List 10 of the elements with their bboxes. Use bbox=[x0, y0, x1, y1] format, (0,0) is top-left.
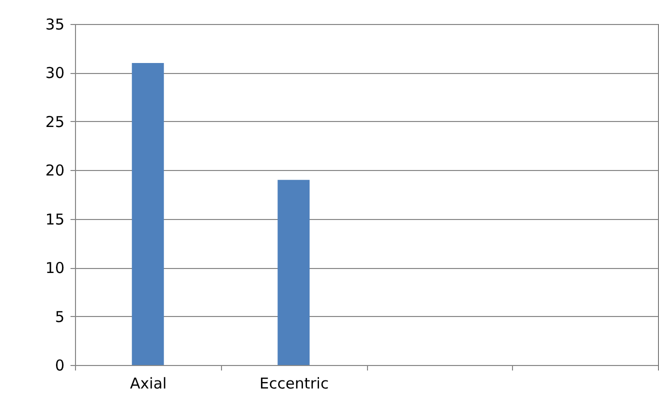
y-tick-label: 5 bbox=[54, 308, 64, 326]
y-tick-label: 35 bbox=[45, 16, 64, 34]
y-tick-label: 30 bbox=[45, 64, 64, 82]
y-tick-label: 10 bbox=[45, 259, 64, 278]
y-tick-label: 25 bbox=[45, 112, 64, 131]
y-tick-label: 0 bbox=[54, 356, 64, 374]
x-tick-label: Axial bbox=[130, 374, 167, 392]
x-tick-label: Eccentric bbox=[260, 374, 329, 392]
y-tick-label: 20 bbox=[45, 162, 64, 180]
y-tick-label: 15 bbox=[45, 210, 64, 228]
